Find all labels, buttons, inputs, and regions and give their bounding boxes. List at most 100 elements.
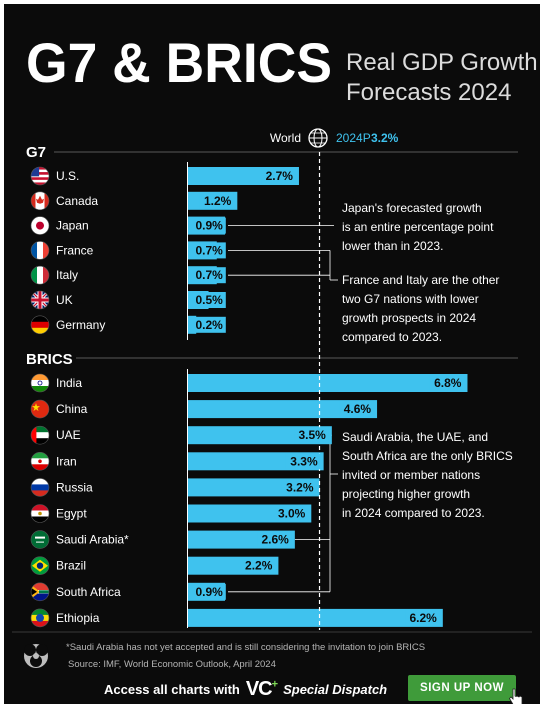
country-label: Iran [56,454,77,468]
flag-russia-icon [30,478,50,497]
country-label: Egypt [56,507,87,521]
value-label-bg [257,531,292,548]
value-label-japan: 0.9% [195,219,223,233]
country-label: Italy [56,268,78,282]
access-text: Access all charts with [104,682,240,697]
annotation-france-italy: France and Italy are the other two G7 na… [342,273,503,344]
subtitle-line-1: Real GDP Growth [346,49,538,76]
flag-egypt-icon [30,504,50,523]
value-label-uk: 0.5% [195,293,223,307]
value-label-india: 6.8% [434,376,462,390]
flag-saudi-arabia-icon [30,530,50,549]
hand-cursor-icon [508,688,523,704]
gdp-bar-chart: G7 & BRICS Real GDP Growth Forecasts 202… [12,31,538,670]
value-label-italy: 0.7% [195,268,223,282]
value-label-bg [294,427,329,444]
country-label: France [56,243,94,257]
value-label-bg [405,609,440,626]
value-label-bg [191,217,226,234]
flag-germany-icon [30,315,50,335]
row-brazil: Brazil 2.2% [30,556,276,576]
flag-u-s-icon [30,166,50,186]
value-label-bg [285,453,321,470]
value-label-u-s: 2.7% [266,169,294,183]
value-label-bg [261,168,296,184]
value-label-brazil: 2.2% [245,559,273,573]
row-canada: Canada 1.2% [30,191,235,211]
flag-uae-icon [30,425,50,445]
value-label-russia: 3.2% [286,480,314,494]
annotation-connectors [228,225,338,593]
value-label-bg [273,505,309,522]
globe-icon [308,128,328,148]
value-label-saudi-arabia: 2.6% [262,533,290,547]
flag-india-icon [30,373,50,393]
country-label: Germany [56,318,105,332]
value-label-bg [191,292,226,308]
access-banner: Access all charts with VC+ Special Dispa… [104,678,387,701]
value-label-bg [191,242,226,259]
value-label-egypt: 3.0% [278,507,306,521]
value-label-south-africa: 0.9% [195,585,223,599]
country-label: Japan [56,219,89,233]
value-label-bg [339,401,375,418]
row-iran: Iran 3.3% [30,451,321,471]
country-label: Canada [56,194,98,208]
source: Source: IMF, World Economic Outlook, Apr… [68,659,276,670]
value-label-france: 0.7% [195,243,223,257]
country-label: China [56,402,88,416]
special-dispatch-label: Special Dispatch [283,682,388,697]
section-label-g7: G7 [26,144,46,161]
bar-china [188,400,378,419]
value-label-iran: 3.3% [290,454,318,468]
row-ethiopia: Ethiopia 6.2% [30,608,440,628]
footnote: *Saudi Arabia has not yet accepted and i… [66,642,425,653]
row-egypt: Egypt 3.0% [30,504,309,523]
sign-up-button[interactable]: SIGN UP NOW [408,675,516,701]
row-germany: Germany 0.2% [30,315,226,335]
subtitle-line-2: Forecasts 2024 [346,79,511,106]
flag-ethiopia-icon [30,608,50,628]
value-label-uae: 3.5% [298,428,326,442]
country-label: Brazil [56,559,86,573]
row-saudi-arabia: Saudi Arabia* 2.6% [30,530,292,549]
annotation-japan: Japan's forecasted growth is an entire p… [342,201,497,253]
row-japan: Japan 0.9% [30,216,226,235]
row-france: France 0.7% [30,241,226,260]
country-label: Russia [56,480,93,494]
main-title: G7 & BRICS [26,31,332,94]
country-label: South Africa [56,585,121,599]
value-label-china: 4.6% [344,402,372,416]
visual-capitalist-logo-icon [24,644,48,668]
country-label: UAE [56,428,81,442]
value-label-bg [191,267,226,284]
world-period: 2024P [336,131,371,145]
row-south-africa: South Africa 0.9% [30,582,226,602]
country-label: India [56,376,82,390]
flag-france-icon [30,241,50,260]
value-label-ethiopia: 6.2% [409,611,437,625]
country-label: Ethiopia [56,611,100,625]
flag-brazil-icon [30,556,50,576]
section-label-brics: BRICS [26,351,73,368]
value-label-bg [281,479,317,496]
value-label-bg [429,375,465,391]
country-label: UK [56,293,73,307]
row-china: China 4.6% [30,399,375,419]
flag-south-africa-icon [30,582,50,602]
value-label-germany: 0.2% [195,318,223,332]
infographic-card: G7 & BRICS Real GDP Growth Forecasts 202… [4,4,540,704]
world-label: World [270,131,301,145]
country-label: U.S. [56,169,79,183]
row-u-s: U.S. 2.7% [30,166,296,186]
row-uae: UAE 3.5% [30,425,329,445]
flag-japan-icon [30,216,50,235]
value-label-bg [191,583,226,600]
row-italy: Italy 0.7% [30,265,226,285]
flag-canada-icon [30,191,50,211]
value-label-bg [240,557,276,574]
row-russia: Russia 3.2% [30,478,317,497]
row-india: India 6.8% [30,373,465,393]
world-value: 3.2% [371,131,399,145]
vc-plus-logo: VC+ [245,678,278,700]
